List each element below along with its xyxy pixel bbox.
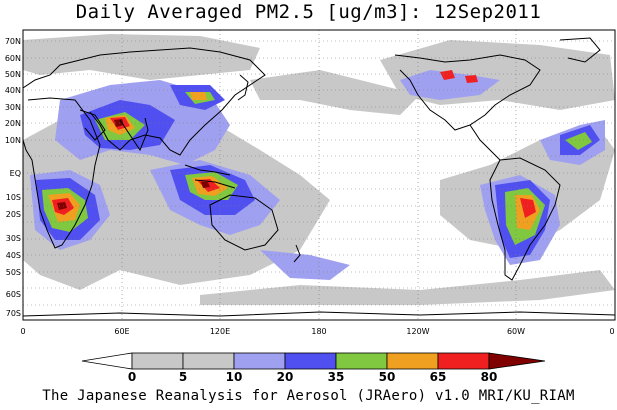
lat-label: 30N bbox=[5, 103, 21, 112]
colorbar: 0 5 10 20 35 50 65 80 bbox=[81, 352, 546, 384]
colorbar-cell bbox=[284, 352, 337, 370]
colorbar-label: 10 bbox=[226, 370, 243, 384]
colorbar-label: 65 bbox=[430, 370, 447, 384]
colorbar-cell bbox=[182, 352, 235, 370]
lat-label: 40N bbox=[5, 86, 21, 95]
lon-label: 60W bbox=[507, 327, 525, 336]
lat-label: 30S bbox=[6, 234, 21, 243]
lon-label: 120E bbox=[210, 327, 230, 336]
latitude-axis: 70N 60N 50N 40N 30N 20N 10N EQ 10S 20S 3… bbox=[5, 37, 21, 318]
gridlines bbox=[23, 30, 615, 320]
colorbar-label: 5 bbox=[179, 370, 187, 384]
map-frame bbox=[22, 29, 616, 321]
colorbar-label: 0 bbox=[128, 370, 136, 384]
lon-label: 60E bbox=[114, 327, 129, 336]
concentration-fields bbox=[23, 34, 615, 305]
lon-label: 180 bbox=[311, 327, 326, 336]
colorbar-cell bbox=[488, 352, 546, 370]
coastlines bbox=[23, 37, 615, 317]
lat-label: 20S bbox=[6, 210, 21, 219]
lon-label: 0 bbox=[20, 327, 25, 336]
lat-label: 20N bbox=[5, 119, 21, 128]
lat-label: 50N bbox=[5, 70, 21, 79]
colorbar-cell bbox=[233, 352, 286, 370]
lon-label: 120W bbox=[406, 327, 429, 336]
lat-label: 10N bbox=[5, 136, 21, 145]
lat-label: EQ bbox=[10, 169, 21, 178]
lat-label: 60N bbox=[5, 54, 21, 63]
colorbar-cell bbox=[437, 352, 490, 370]
lat-label: 70N bbox=[5, 37, 21, 46]
colorbar-cell bbox=[131, 352, 184, 370]
lat-label: 50S bbox=[6, 268, 21, 277]
map-title: Daily Averaged PM2.5 [ug/m3]: 12Sep2011 bbox=[75, 1, 542, 23]
lat-label: 40S bbox=[6, 251, 21, 260]
colorbar-label: 35 bbox=[328, 370, 345, 384]
lat-label: 10S bbox=[6, 193, 21, 202]
colorbar-cell bbox=[386, 352, 439, 370]
colorbar-label: 50 bbox=[379, 370, 396, 384]
lat-label: 60S bbox=[6, 290, 21, 299]
colorbar-label: 20 bbox=[277, 370, 294, 384]
colorbar-label: 80 bbox=[481, 370, 498, 384]
colorbar-cell bbox=[81, 352, 133, 370]
lon-label: 0 bbox=[609, 327, 614, 336]
longitude-axis: 0 60E 120E 180 120W 60W 0 bbox=[20, 327, 614, 336]
data-credit: The Japanese Reanalysis for Aerosol (JRA… bbox=[42, 388, 575, 404]
colorbar-cell bbox=[335, 352, 388, 370]
lat-label: 70S bbox=[6, 309, 21, 318]
